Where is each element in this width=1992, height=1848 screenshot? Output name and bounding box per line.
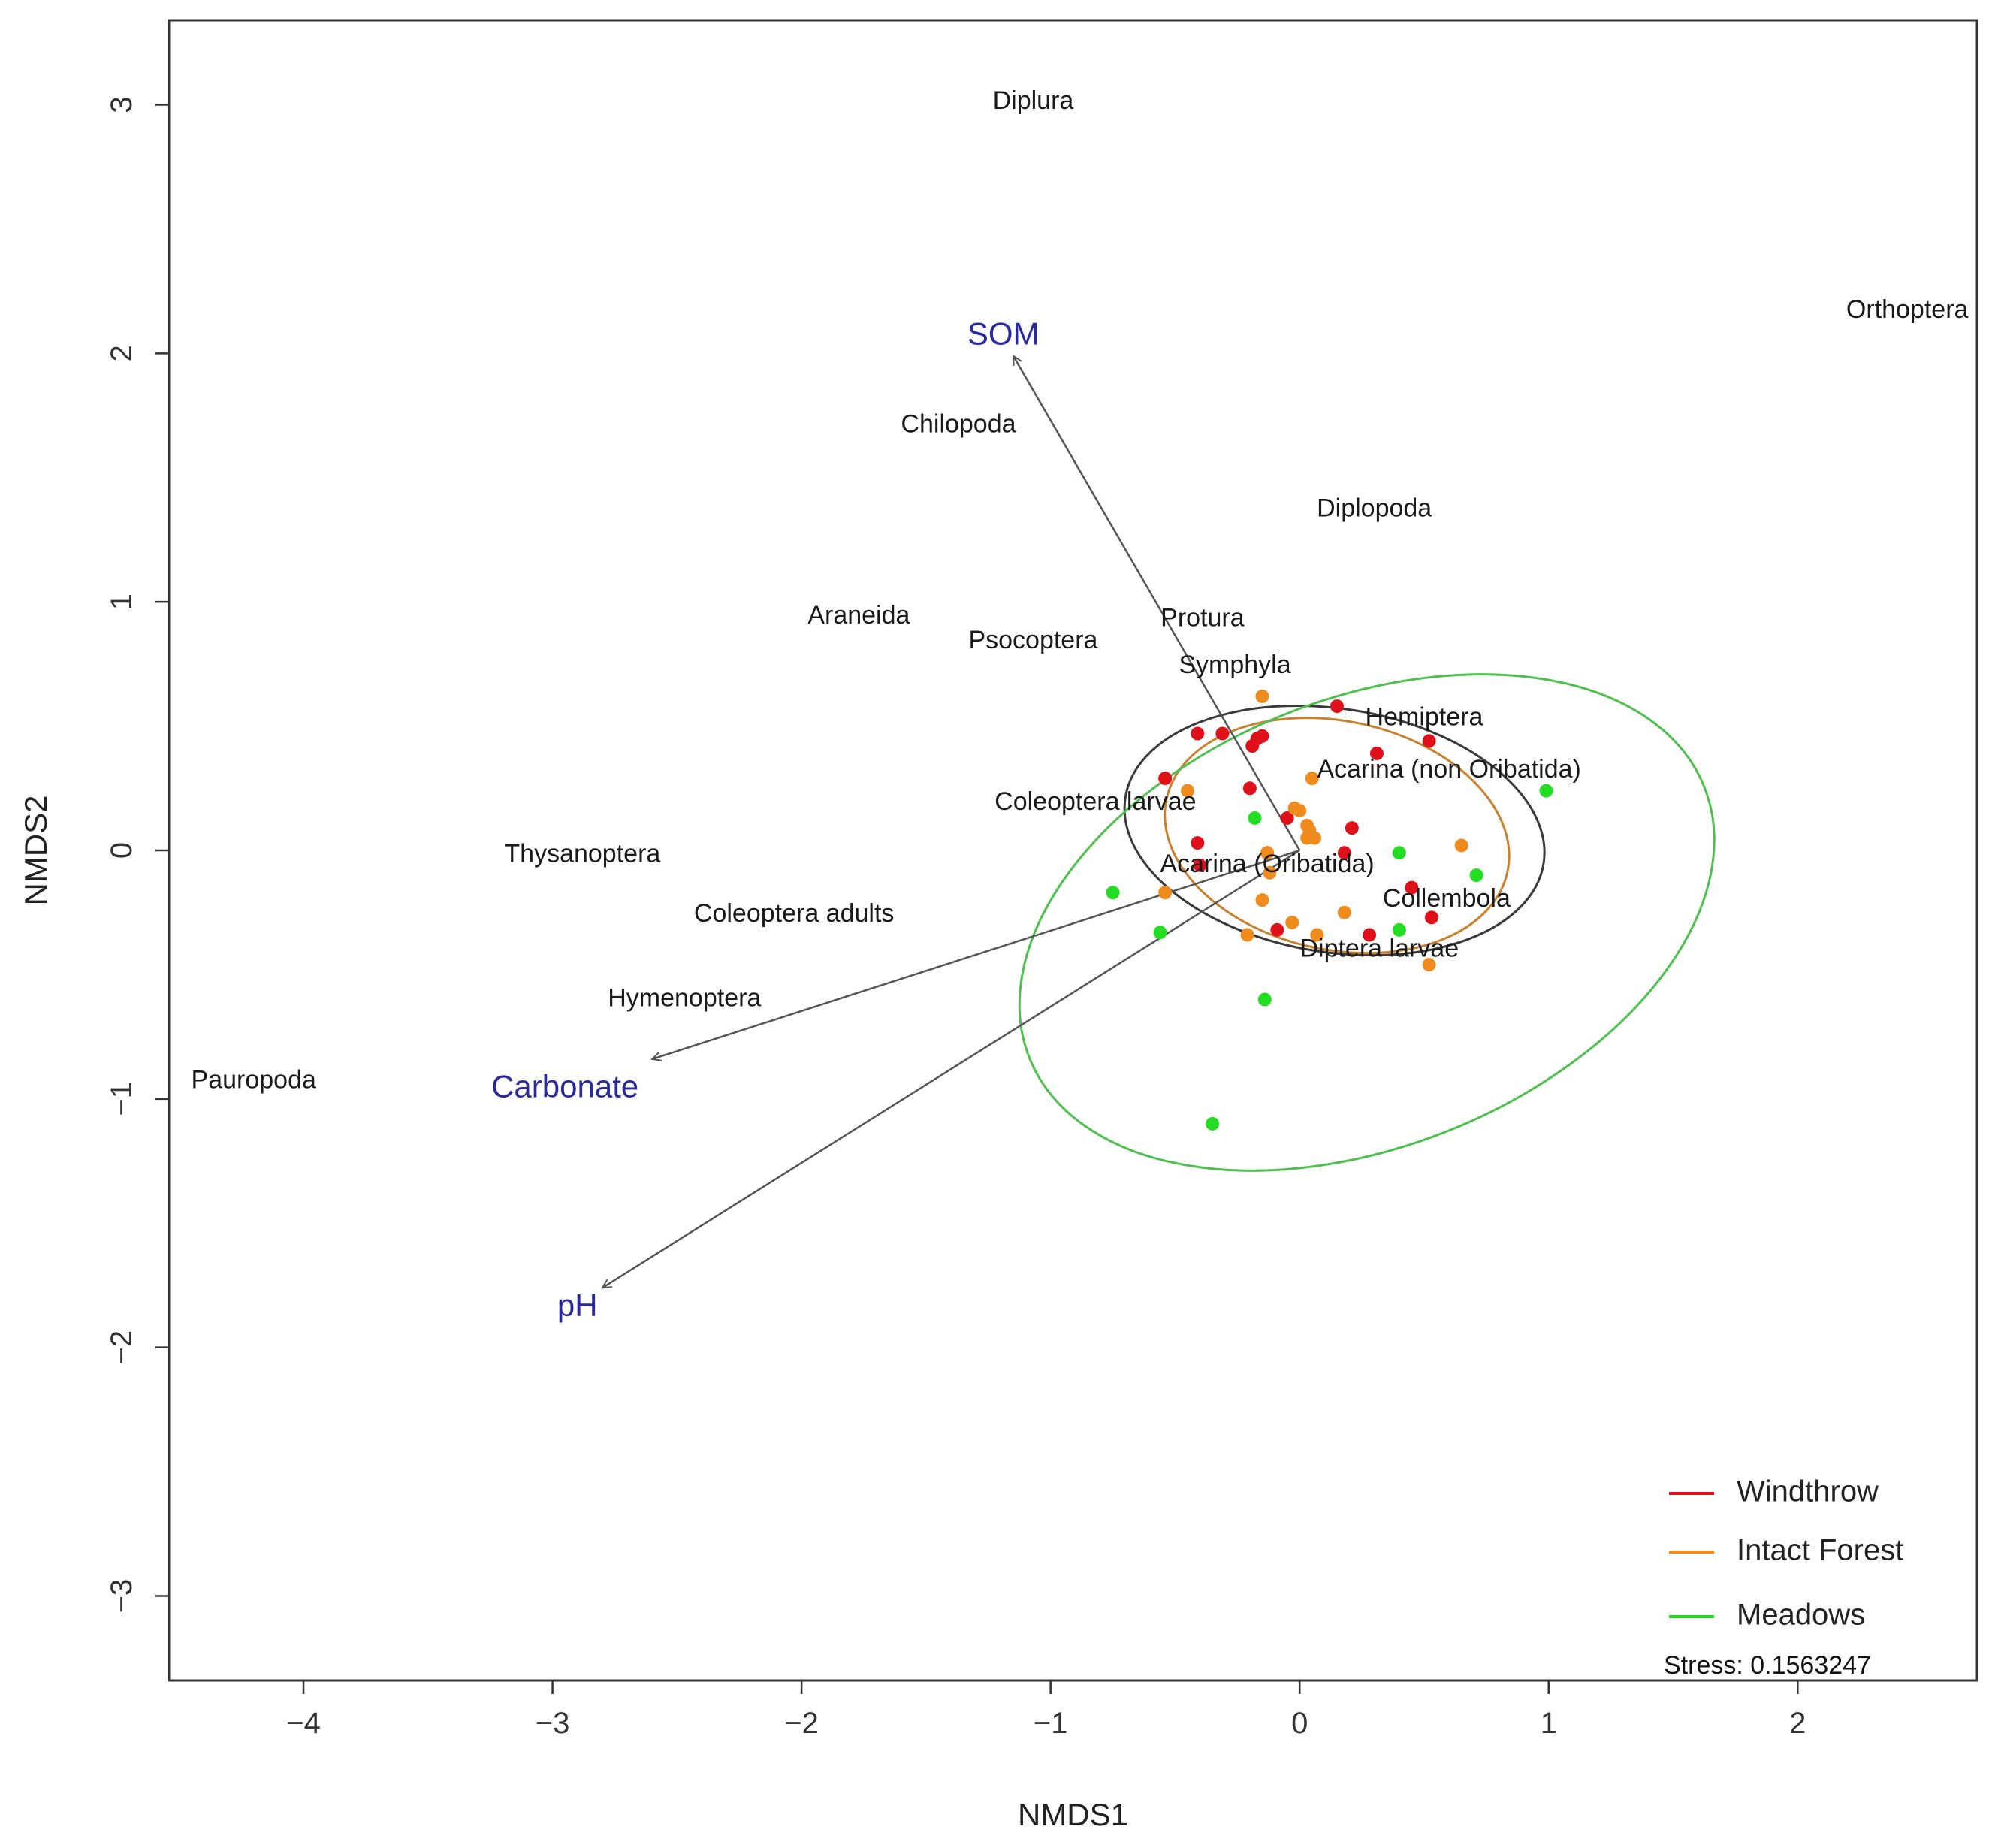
x-tick-label: −3	[536, 1707, 570, 1740]
point-windthrow	[1337, 846, 1351, 860]
point-windthrow	[1363, 928, 1377, 942]
species-label-psocoptera: Psocoptera	[968, 626, 1097, 654]
point-meadows	[1248, 811, 1262, 825]
species-label-araneida: Araneida	[807, 601, 910, 630]
env-label-carbonate: Carbonate	[491, 1069, 638, 1104]
y-axis-title: NMDS2	[18, 795, 53, 905]
point-windthrow	[1255, 729, 1269, 743]
ellipse-meadows	[1018, 673, 1716, 1172]
environmental-vectors: SOM Carbonate pH	[491, 316, 1301, 1323]
x-tick-label: −2	[784, 1707, 819, 1740]
point-intact-forest	[1158, 886, 1173, 900]
vector-ph	[602, 849, 1300, 1288]
point-windthrow	[1242, 781, 1257, 796]
species-label-diplura: Diplura	[993, 86, 1074, 115]
point-meadows	[1206, 1116, 1220, 1131]
env-label-som: SOM	[967, 316, 1040, 351]
sample-points	[1106, 689, 1553, 1131]
point-intact-forest	[1454, 838, 1468, 853]
vector-som	[1013, 356, 1301, 851]
y-tick-label: −1	[105, 1082, 138, 1116]
point-meadows	[1257, 992, 1272, 1007]
point-windthrow	[1191, 836, 1205, 850]
species-label-symphyla: Symphyla	[1179, 651, 1290, 679]
y-tick-label: −3	[105, 1579, 138, 1614]
point-intact-forest	[1255, 893, 1269, 907]
point-intact-forest	[1305, 772, 1319, 786]
species-labels: Diplura Orthoptera Chilopoda Diplopoda Arane…	[192, 86, 1969, 1095]
stress-value: Stress: 0.1563247	[1664, 1651, 1871, 1680]
point-windthrow	[1405, 880, 1419, 895]
y-tick-label: 2	[105, 345, 138, 361]
series-intact-forest	[1158, 689, 1468, 972]
x-tick-label: −1	[1034, 1707, 1068, 1740]
point-windthrow	[1422, 734, 1436, 748]
point-meadows	[1539, 784, 1553, 798]
series-windthrow	[1158, 699, 1438, 942]
species-label-pauropoda: Pauropoda	[192, 1066, 316, 1095]
point-windthrow	[1424, 910, 1438, 925]
point-windthrow	[1191, 726, 1205, 741]
point-intact-forest	[1181, 784, 1195, 798]
y-tick-label: 1	[105, 593, 138, 610]
legend-label-meadows: Meadows	[1737, 1599, 1865, 1632]
point-meadows	[1392, 846, 1406, 860]
point-intact-forest	[1308, 831, 1322, 845]
legend-label-windthrow: Windthrow	[1737, 1475, 1879, 1508]
x-tick-label: 0	[1291, 1707, 1308, 1740]
vector-carbonate	[652, 849, 1300, 1059]
species-label-thysanoptera: Thysanoptera	[504, 840, 660, 868]
point-windthrow	[1158, 772, 1173, 786]
x-tick-label: 2	[1789, 1707, 1806, 1740]
ellipse-windthrow	[1123, 704, 1546, 957]
species-label-diplopoda: Diplopoda	[1317, 494, 1432, 523]
ellipse-intact-forest	[1164, 717, 1511, 955]
point-windthrow	[1369, 746, 1384, 760]
y-tick-label: −2	[105, 1330, 138, 1365]
species-label-hymenoptera: Hymenoptera	[608, 983, 761, 1012]
point-intact-forest	[1263, 865, 1277, 880]
point-intact-forest	[1293, 804, 1307, 818]
species-label-protura: Protura	[1160, 603, 1245, 632]
point-windthrow	[1330, 699, 1344, 714]
point-meadows	[1469, 868, 1483, 883]
species-label-chilopoda: Chilopoda	[901, 409, 1016, 438]
species-label-acarina-oribatida: Acarina (Oribatida)	[1160, 850, 1374, 878]
series-meadows	[1106, 784, 1553, 1131]
point-meadows	[1153, 926, 1167, 940]
point-windthrow	[1345, 821, 1359, 835]
species-label-diptera-larvae: Diptera larvae	[1299, 934, 1459, 962]
legend: Windthrow Intact Forest Meadows Stress: 0.1…	[1664, 1475, 1903, 1680]
x-tick-label: 1	[1541, 1707, 1557, 1740]
axes: −4 −3 −2 −1 0 1 2 −3 −2 −1 0 1 2 3 NMDS1 NMDS2	[18, 19, 1978, 1832]
x-axis-title: NMDS1	[1018, 1797, 1128, 1832]
y-tick-label: 3	[105, 96, 138, 113]
point-meadows	[1106, 886, 1120, 900]
point-windthrow	[1280, 811, 1294, 825]
x-tick-label: −4	[286, 1707, 321, 1740]
point-intact-forest	[1337, 905, 1351, 919]
point-intact-forest	[1310, 928, 1324, 942]
point-windthrow	[1270, 922, 1284, 937]
point-windthrow	[1193, 858, 1207, 872]
confidence-ellipses	[1018, 673, 1716, 1172]
species-label-orthoptera: Orthoptera	[1846, 295, 1969, 324]
point-meadows	[1392, 922, 1406, 937]
species-label-coleoptera-adults: Coleoptera adults	[694, 899, 895, 928]
point-intact-forest	[1260, 846, 1275, 860]
point-intact-forest	[1240, 928, 1254, 942]
point-intact-forest	[1255, 689, 1269, 703]
point-intact-forest	[1422, 958, 1436, 972]
legend-label-intact-forest: Intact Forest	[1737, 1534, 1903, 1567]
species-label-collembola: Collembola	[1383, 884, 1511, 913]
point-windthrow	[1215, 726, 1230, 741]
y-tick-label: 0	[105, 842, 138, 859]
point-intact-forest	[1285, 915, 1299, 929]
species-label-coleoptera-larvae: Coleoptera larvae	[994, 787, 1196, 816]
env-label-ph: pH	[557, 1288, 598, 1323]
species-label-hemiptera: Hemiptera	[1366, 703, 1483, 732]
species-label-acarina-non-oribatida: Acarina (non Oribatida)	[1317, 755, 1581, 784]
